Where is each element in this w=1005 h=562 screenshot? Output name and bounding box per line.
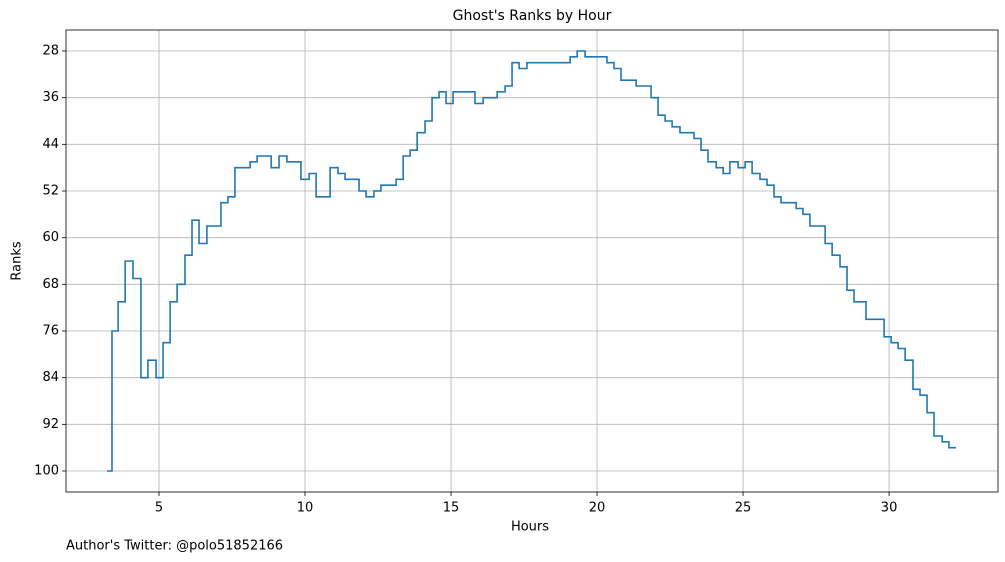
y-axis-label: Ranks xyxy=(10,241,25,280)
chart-title: Ghost's Ranks by Hour xyxy=(453,8,612,24)
y-tick-label: 36 xyxy=(42,90,59,105)
y-tick-label: 84 xyxy=(42,370,59,385)
plot-frame xyxy=(65,29,999,493)
x-tick-label: 25 xyxy=(735,501,752,516)
y-tick-label: 44 xyxy=(42,137,59,152)
rank-line xyxy=(107,50,956,472)
x-tick-label: 5 xyxy=(155,501,163,516)
y-tick-label: 68 xyxy=(42,277,59,292)
y-tick-label: 52 xyxy=(42,184,59,199)
x-tick-label: 15 xyxy=(443,501,460,516)
footnote: Author's Twitter: @polo51852166 xyxy=(66,539,283,554)
x-tick-label: 30 xyxy=(881,501,898,516)
y-tick-label: 60 xyxy=(42,230,59,245)
y-tick-label: 76 xyxy=(42,324,59,339)
y-tick-label: 92 xyxy=(42,417,59,432)
y-tick-label: 100 xyxy=(34,464,59,479)
y-tick-label: 28 xyxy=(42,44,59,59)
x-tick-label: 20 xyxy=(589,501,606,516)
x-axis-label: Hours xyxy=(511,520,549,535)
x-tick-label: 10 xyxy=(297,501,314,516)
